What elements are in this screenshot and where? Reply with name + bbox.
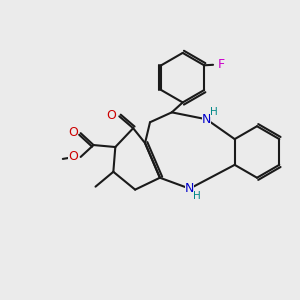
Text: O: O [106,109,116,122]
Text: N: N [202,113,211,126]
Text: N: N [185,182,194,195]
Text: F: F [218,58,224,71]
Text: O: O [68,150,78,164]
Text: O: O [68,126,78,139]
Text: H: H [193,190,200,201]
Text: H: H [209,107,217,117]
